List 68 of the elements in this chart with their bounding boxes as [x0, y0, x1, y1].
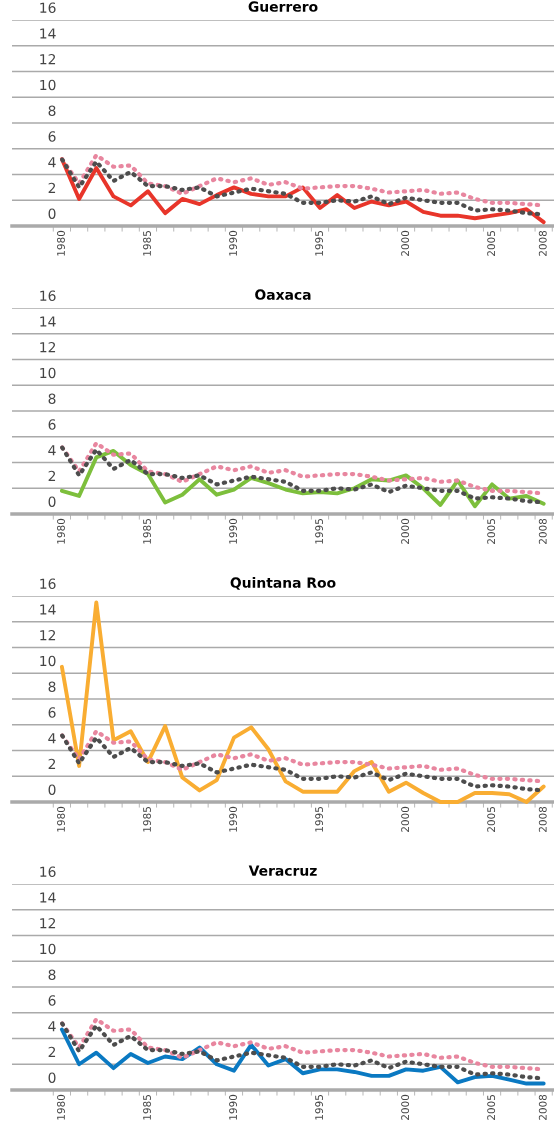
y-tick-label: 0: [48, 208, 56, 219]
y-tick-label: 10: [40, 79, 56, 91]
y-tick-label: 14: [40, 28, 56, 39]
x-tick-label: 2008: [538, 518, 547, 544]
x-tick-label: 1985: [143, 519, 151, 544]
chart-title: Quintana Roo: [230, 577, 336, 590]
y-tick-label: 6: [48, 419, 56, 430]
y-tick-label: 0: [48, 496, 56, 507]
y-tick-label: 16: [40, 290, 56, 301]
x-tick-label: 1995: [315, 807, 324, 832]
x-tick-label: 2005: [487, 231, 496, 256]
x-tick-label: 1980: [57, 230, 65, 256]
x-tick-label: 2000: [401, 230, 410, 256]
x-tick-label: 2005: [487, 1095, 496, 1120]
y-tick-label: 4: [48, 445, 56, 456]
x-tick-label: 1985: [143, 1095, 151, 1120]
y-tick-label: 6: [48, 707, 56, 718]
y-tick-label: 16: [40, 578, 56, 589]
x-tick-label: 2008: [538, 1094, 547, 1120]
x-tick-label: 1995: [315, 1095, 324, 1120]
x-tick-label: 1990: [229, 518, 237, 544]
x-tick-label: 1985: [143, 231, 151, 256]
x-tick-label: 1980: [57, 518, 65, 544]
x-tick-label: 2000: [401, 806, 410, 832]
x-tick-label: 2000: [401, 518, 410, 544]
y-tick-label: 10: [40, 655, 56, 667]
x-tick-label: 2008: [538, 806, 547, 832]
x-tick-label: 1980: [57, 1094, 65, 1120]
y-tick-label: 4: [48, 157, 56, 168]
x-tick-label: 1995: [315, 231, 324, 256]
y-tick-label: 8: [48, 681, 56, 692]
y-tick-label: 8: [48, 393, 56, 404]
y-tick-label: 2: [48, 1046, 56, 1058]
y-tick-label: 16: [40, 2, 56, 13]
y-tick-label: 2: [48, 470, 56, 482]
x-tick-label: 2000: [401, 1094, 410, 1120]
x-tick-label: 1990: [229, 1094, 237, 1120]
y-tick-label: 0: [48, 784, 56, 795]
x-tick-label: 1990: [229, 806, 237, 832]
y-tick-label: 10: [40, 367, 56, 379]
x-tick-label: 2008: [538, 230, 547, 256]
y-tick-label: 12: [40, 917, 56, 929]
x-tick-label: 1990: [229, 230, 237, 256]
y-tick-label: 14: [40, 604, 56, 615]
chart-title: Oaxaca: [255, 289, 311, 300]
y-tick-label: 8: [48, 969, 56, 980]
y-tick-label: 12: [40, 53, 56, 65]
y-tick-label: 4: [48, 733, 56, 744]
y-tick-label: 12: [40, 341, 56, 353]
x-tick-label: 1980: [57, 806, 65, 832]
y-tick-label: 4: [48, 1021, 56, 1032]
y-tick-label: 10: [40, 943, 56, 955]
y-tick-label: 8: [48, 105, 56, 116]
x-tick-label: 1995: [315, 519, 324, 544]
y-tick-label: 14: [40, 892, 56, 903]
y-tick-label: 12: [40, 629, 56, 641]
y-tick-label: 6: [48, 131, 56, 142]
y-tick-label: 6: [48, 995, 56, 1006]
y-tick-label: 16: [40, 866, 56, 877]
chart-title: Guerrero: [248, 1, 318, 12]
chart-title: Veracruz: [248, 865, 317, 876]
x-tick-label: 2005: [487, 519, 496, 544]
x-tick-label: 1985: [143, 807, 151, 832]
y-tick-label: 2: [48, 758, 56, 770]
x-tick-label: 2005: [487, 807, 496, 832]
y-tick-label: 0: [48, 1072, 56, 1083]
y-tick-label: 14: [40, 316, 56, 327]
y-tick-label: 2: [48, 182, 56, 194]
